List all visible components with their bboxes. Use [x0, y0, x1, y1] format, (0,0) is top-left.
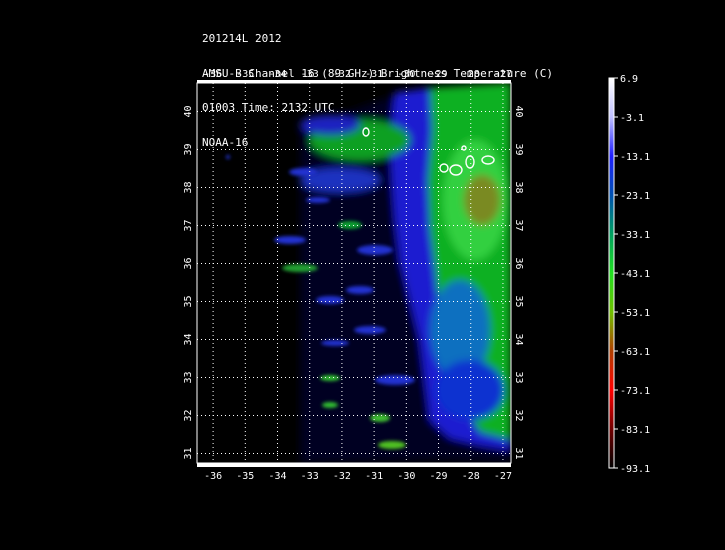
time-label: 01003 Time: 2132 UTC: [202, 101, 335, 114]
lat-tick-label-left: 34: [183, 333, 194, 345]
brightness-temperature-swath: [226, 83, 511, 463]
lon-tick-label-top: -33: [301, 69, 319, 80]
lon-tick-label-bottom: -34: [268, 471, 286, 482]
lat-tick-label-left: 38: [183, 181, 194, 193]
lat-tick-label-right: 38: [513, 181, 524, 193]
lon-tick-label-top: -34: [268, 69, 286, 80]
lon-tick-label-top: -28: [462, 69, 480, 80]
lat-tick-label-right: 32: [513, 409, 524, 421]
colorbar-label: -53.1: [620, 308, 650, 319]
colorbar: [609, 78, 614, 468]
lat-tick-label-left: 31: [183, 447, 194, 459]
lon-tick-label-top: -30: [397, 69, 415, 80]
lat-tick-label-left: 33: [183, 371, 194, 383]
colorbar-label: -63.1: [620, 347, 650, 358]
colorbar-label: -43.1: [620, 269, 650, 280]
colorbar-labels: 6.9 -3.1 -13.1 -23.1 -33.1 -43.1 -53.1 -63.1 -73…: [614, 74, 650, 475]
lon-tick-label-bottom: -31: [365, 471, 383, 482]
lat-tick-label-right: 39: [513, 143, 524, 155]
lon-tick-label-bottom: -28: [462, 471, 480, 482]
map-bottom-bar: [197, 463, 511, 467]
lon-tick-label-bottom: -35: [236, 471, 254, 482]
lon-tick-label-top: -32: [333, 69, 351, 80]
lat-tick-label-right: 35: [513, 295, 524, 307]
map-gridlines: [197, 83, 511, 463]
lat-tick-label-left: 39: [183, 143, 194, 155]
axis-tick-labels: -36 -36 -35 -35 -34 -34 -33 -33 -32 -32 -31 -31 -30 -…: [183, 69, 524, 482]
lon-tick-label-bottom: -33: [301, 471, 319, 482]
lat-tick-label-left: 40: [183, 105, 194, 117]
lat-tick-label-left: 35: [183, 295, 194, 307]
colorbar-label: -23.1: [620, 191, 650, 202]
lon-tick-label-bottom: -29: [430, 471, 448, 482]
colorbar-label: -3.1: [620, 113, 644, 124]
colorbar-label: -13.1: [620, 152, 650, 163]
product-title: AMSU-B Channel 16 (89 GHz) Brightness Te…: [202, 66, 553, 80]
lon-tick-label-bottom: -30: [397, 471, 415, 482]
lat-tick-label-right: 40: [513, 105, 524, 117]
lat-tick-label-right: 33: [513, 371, 524, 383]
lat-tick-label-left: 36: [183, 257, 194, 269]
lon-tick-label-top: -27: [494, 69, 512, 80]
lon-tick-label-bottom: -32: [333, 471, 351, 482]
colorbar-label: -93.1: [620, 464, 650, 475]
colorbar-label: -33.1: [620, 230, 650, 241]
satellite-label: NOAA-16: [202, 135, 249, 149]
colorbar-label: 6.9: [620, 74, 638, 85]
lon-tick-label-top: -36: [204, 69, 222, 80]
map-header: 201214L 2012 AMSU-B Channel 16 (89 GHz) …: [202, 10, 553, 160]
lon-tick-label-bottom: -36: [204, 471, 222, 482]
lon-tick-label-bottom: -27: [494, 471, 512, 482]
lat-tick-label-left: 37: [183, 219, 194, 231]
map-top-bar: [197, 80, 511, 83]
lat-tick-label-left: 32: [183, 409, 194, 421]
lat-tick-label-right: 34: [513, 333, 524, 345]
lat-tick-label-right: 37: [513, 219, 524, 231]
lon-tick-label-top: -29: [430, 69, 448, 80]
colorbar-label: -83.1: [620, 425, 650, 436]
lat-tick-label-right: 31: [513, 447, 524, 459]
colorbar-label: -73.1: [620, 386, 650, 397]
lat-tick-label-right: 36: [513, 257, 524, 269]
storm-id-label: 201214L 2012: [202, 32, 282, 45]
lon-tick-label-top: -35: [236, 69, 254, 80]
lon-tick-label-top: -31: [365, 69, 383, 80]
